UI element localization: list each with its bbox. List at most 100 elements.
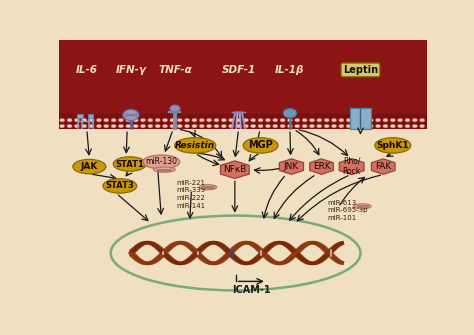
- Circle shape: [398, 124, 403, 128]
- Circle shape: [170, 105, 180, 112]
- Circle shape: [302, 124, 307, 128]
- Text: Rho/
Rock: Rho/ Rock: [343, 157, 361, 176]
- Circle shape: [170, 124, 175, 128]
- Circle shape: [236, 124, 241, 128]
- Text: JAK: JAK: [81, 162, 98, 171]
- Circle shape: [207, 124, 212, 128]
- Circle shape: [251, 124, 256, 128]
- Circle shape: [243, 124, 248, 128]
- Circle shape: [155, 118, 160, 122]
- Circle shape: [390, 124, 395, 128]
- Polygon shape: [339, 158, 364, 175]
- Text: miR-339: miR-339: [177, 187, 206, 193]
- FancyBboxPatch shape: [77, 114, 83, 118]
- Circle shape: [258, 124, 263, 128]
- Circle shape: [287, 118, 292, 122]
- Circle shape: [419, 118, 425, 122]
- Circle shape: [412, 124, 418, 128]
- Circle shape: [412, 118, 418, 122]
- Circle shape: [251, 118, 256, 122]
- Text: IL-1β: IL-1β: [275, 65, 305, 75]
- Polygon shape: [310, 159, 333, 174]
- Text: STAT1: STAT1: [115, 159, 144, 169]
- Circle shape: [310, 124, 315, 128]
- Circle shape: [111, 118, 116, 122]
- Circle shape: [228, 118, 234, 122]
- Circle shape: [361, 124, 366, 128]
- Circle shape: [398, 118, 403, 122]
- Circle shape: [82, 124, 87, 128]
- Ellipse shape: [375, 138, 411, 153]
- Circle shape: [214, 118, 219, 122]
- Circle shape: [302, 118, 307, 122]
- Circle shape: [273, 118, 278, 122]
- Circle shape: [324, 124, 329, 128]
- Text: miR-222: miR-222: [177, 195, 206, 201]
- Text: miR-221: miR-221: [177, 180, 206, 186]
- Circle shape: [383, 118, 388, 122]
- Ellipse shape: [73, 159, 106, 174]
- Circle shape: [111, 124, 116, 128]
- Circle shape: [283, 109, 297, 118]
- Circle shape: [199, 118, 204, 122]
- Circle shape: [375, 124, 381, 128]
- Ellipse shape: [143, 155, 180, 169]
- Circle shape: [295, 124, 300, 128]
- Ellipse shape: [243, 138, 278, 153]
- Circle shape: [375, 118, 381, 122]
- Text: MGP: MGP: [248, 140, 273, 150]
- Circle shape: [273, 124, 278, 128]
- Text: TNF-α: TNF-α: [158, 65, 192, 75]
- Circle shape: [405, 124, 410, 128]
- FancyBboxPatch shape: [59, 40, 427, 129]
- Circle shape: [199, 124, 204, 128]
- Text: miR-141: miR-141: [177, 203, 206, 209]
- Text: SphK1: SphK1: [376, 141, 409, 150]
- Circle shape: [368, 118, 374, 122]
- Circle shape: [184, 124, 190, 128]
- Circle shape: [243, 118, 248, 122]
- Circle shape: [60, 118, 65, 122]
- Circle shape: [148, 118, 153, 122]
- Circle shape: [192, 118, 197, 122]
- Circle shape: [96, 118, 101, 122]
- Text: STAT3: STAT3: [106, 182, 134, 190]
- FancyBboxPatch shape: [350, 108, 371, 129]
- Circle shape: [118, 124, 124, 128]
- Text: miR-130: miR-130: [146, 157, 177, 166]
- Ellipse shape: [199, 185, 217, 190]
- Circle shape: [236, 118, 241, 122]
- Circle shape: [221, 124, 227, 128]
- Circle shape: [339, 118, 344, 122]
- Text: ICAM-1: ICAM-1: [232, 285, 270, 295]
- Circle shape: [310, 118, 315, 122]
- Circle shape: [104, 118, 109, 122]
- Circle shape: [170, 118, 175, 122]
- Text: miR-613: miR-613: [328, 200, 356, 206]
- Circle shape: [346, 124, 351, 128]
- Polygon shape: [279, 159, 303, 174]
- Polygon shape: [220, 161, 249, 179]
- Circle shape: [354, 124, 359, 128]
- Text: NFκB: NFκB: [223, 165, 246, 174]
- Circle shape: [140, 118, 146, 122]
- Circle shape: [60, 124, 65, 128]
- Circle shape: [361, 118, 366, 122]
- Circle shape: [368, 124, 374, 128]
- Circle shape: [405, 118, 410, 122]
- FancyBboxPatch shape: [59, 114, 427, 129]
- Circle shape: [295, 118, 300, 122]
- Circle shape: [280, 124, 285, 128]
- Text: ERK: ERK: [313, 162, 330, 171]
- Circle shape: [317, 118, 322, 122]
- Circle shape: [207, 118, 212, 122]
- Circle shape: [287, 124, 292, 128]
- Text: IFN-γ: IFN-γ: [115, 65, 146, 75]
- Circle shape: [140, 124, 146, 128]
- Text: SDF-1: SDF-1: [221, 65, 255, 75]
- Circle shape: [133, 118, 138, 122]
- Text: FAK: FAK: [375, 162, 392, 171]
- Circle shape: [346, 118, 351, 122]
- Circle shape: [331, 124, 337, 128]
- Text: miR-101: miR-101: [328, 215, 356, 221]
